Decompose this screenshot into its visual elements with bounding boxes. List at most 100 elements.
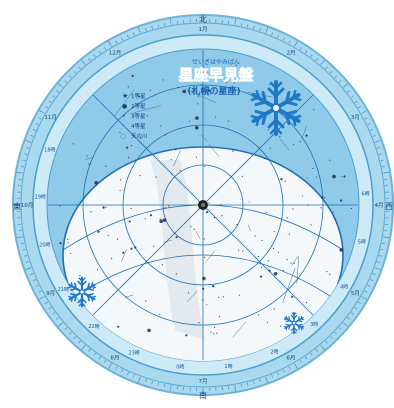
star [147, 329, 151, 333]
legend-label-2: 2等星 [131, 102, 146, 110]
star [219, 316, 220, 317]
star [214, 327, 215, 328]
star [333, 211, 334, 212]
star [88, 163, 89, 164]
star [90, 211, 91, 212]
star [274, 308, 275, 309]
star [343, 175, 345, 177]
star [292, 208, 293, 209]
star [209, 202, 210, 203]
star [70, 253, 71, 254]
star [163, 218, 167, 222]
star [73, 143, 74, 144]
star [175, 149, 176, 150]
star [131, 145, 132, 146]
star [86, 155, 87, 156]
star [270, 148, 271, 149]
legend-symbol-3: • [122, 113, 126, 120]
star [122, 252, 124, 254]
star [119, 190, 120, 191]
month-label: 10月 [21, 202, 34, 209]
month-label: 9月 [46, 290, 55, 297]
star [300, 141, 301, 142]
label-south: 南 [199, 390, 207, 400]
star [79, 275, 80, 276]
star [274, 272, 278, 276]
star [194, 229, 195, 230]
star [238, 250, 239, 251]
star [316, 176, 317, 177]
star [94, 181, 98, 185]
star [223, 296, 224, 297]
star [150, 90, 151, 91]
star [195, 116, 199, 120]
star [258, 256, 259, 257]
star [213, 333, 214, 334]
star [273, 248, 274, 249]
star [198, 322, 199, 323]
star [215, 116, 216, 117]
star [197, 103, 198, 104]
month-label: 5月 [351, 290, 360, 297]
star [206, 211, 208, 213]
star [111, 258, 112, 259]
star [332, 175, 336, 179]
star [280, 178, 282, 180]
star [147, 115, 148, 116]
star [156, 177, 157, 178]
hour-label: 6時 [362, 192, 370, 198]
center-pin-highlight [201, 203, 205, 207]
star [129, 220, 131, 222]
star [103, 206, 104, 207]
star [180, 170, 181, 171]
hour-label: 18時 [44, 147, 55, 153]
subtitle: (札幌の星座) [187, 85, 240, 97]
star [329, 274, 330, 275]
star [160, 218, 161, 219]
star [242, 176, 243, 177]
star [178, 87, 179, 88]
star [321, 196, 323, 198]
star [313, 109, 314, 110]
star [213, 286, 214, 287]
star [307, 177, 308, 178]
star [280, 326, 281, 327]
star [291, 262, 292, 263]
star [312, 168, 313, 169]
hour-label: 4時 [340, 285, 348, 291]
star [320, 207, 321, 208]
star [153, 246, 154, 247]
legend-label-5: 天の川 [131, 133, 148, 140]
title: 星座早見盤 [178, 66, 254, 84]
month-label: 8月 [111, 354, 120, 361]
star [293, 144, 294, 145]
star [274, 231, 275, 232]
star [185, 334, 187, 336]
star [145, 300, 146, 301]
star [126, 147, 128, 149]
star [117, 239, 118, 240]
star [162, 79, 163, 80]
hour-label: 2時 [270, 350, 278, 356]
star [341, 176, 342, 177]
star [283, 270, 284, 271]
star [108, 235, 109, 236]
legend-label-3: 3等星 [131, 112, 146, 120]
star [160, 125, 161, 126]
label-north: 北 [199, 15, 207, 24]
star [278, 252, 279, 253]
hour-label: 20時 [39, 242, 50, 248]
star [68, 242, 69, 243]
star [242, 250, 243, 251]
star [232, 151, 233, 152]
star [150, 214, 152, 216]
star [132, 75, 134, 77]
star [239, 295, 240, 296]
legend-symbol-2: ● [122, 103, 127, 110]
star [305, 134, 307, 136]
star [310, 224, 311, 225]
hour-label: 22時 [88, 324, 99, 330]
star [196, 157, 197, 158]
star [228, 121, 229, 122]
